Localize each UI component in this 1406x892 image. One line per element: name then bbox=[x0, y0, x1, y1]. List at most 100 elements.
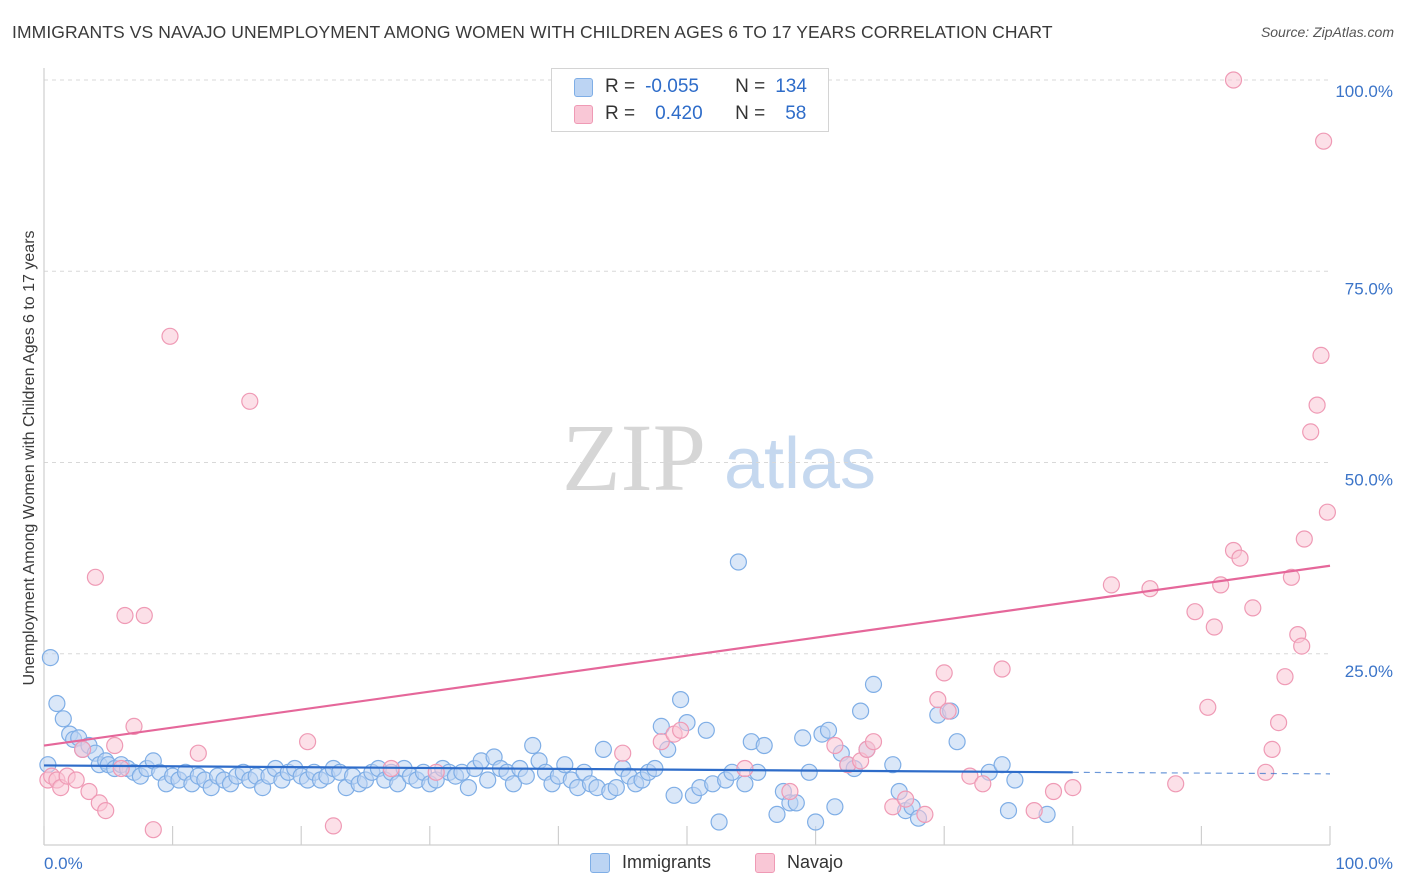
r-label: R = bbox=[605, 76, 636, 97]
immigrants-point bbox=[517, 767, 535, 785]
immigrants-point bbox=[556, 756, 574, 774]
immigrants-legend-label: Immigrants bbox=[622, 852, 712, 872]
immigrants-point bbox=[800, 763, 818, 781]
navajo-legend-swatch bbox=[755, 852, 775, 873]
navajo-point bbox=[427, 763, 445, 781]
navajo-point bbox=[916, 805, 934, 824]
y-tick-label: 50.0% bbox=[1345, 471, 1393, 490]
navajo-point bbox=[1314, 132, 1333, 150]
navajo-point bbox=[939, 702, 957, 720]
immigrants-point bbox=[794, 729, 812, 747]
legend-item-navajo: Navajo bbox=[755, 852, 843, 873]
immigrants-point bbox=[1006, 771, 1024, 789]
immigrants-point bbox=[607, 778, 625, 797]
navajo-point bbox=[1244, 599, 1262, 617]
r-label: R = bbox=[605, 103, 636, 124]
navajo-point bbox=[1295, 530, 1313, 548]
navajo-point bbox=[86, 568, 105, 586]
navajo-point bbox=[652, 733, 670, 751]
navajo-point bbox=[1282, 568, 1301, 586]
immigrants-point bbox=[755, 736, 773, 755]
immigrants-point bbox=[459, 778, 477, 797]
navajo-point bbox=[1293, 637, 1311, 655]
navajo-point bbox=[1199, 698, 1217, 716]
y-tick-label: 25.0% bbox=[1345, 662, 1393, 681]
navajo-point bbox=[1205, 618, 1223, 636]
navajo-point bbox=[993, 660, 1011, 678]
navajo-point bbox=[97, 801, 115, 820]
data-points bbox=[39, 71, 1337, 839]
navajo-point bbox=[896, 790, 915, 808]
navajo-n-value: 58 bbox=[785, 103, 807, 124]
immigrants-legend-swatch bbox=[590, 852, 610, 873]
navajo-point bbox=[736, 759, 754, 778]
immigrants-point bbox=[864, 675, 883, 694]
immigrants-n-value: 134 bbox=[775, 76, 807, 97]
navajo-point bbox=[884, 798, 902, 816]
navajo-point bbox=[1044, 782, 1063, 801]
navajo-point bbox=[1257, 763, 1275, 781]
navajo-point bbox=[189, 744, 207, 762]
navajo-point bbox=[112, 759, 130, 778]
gridlines bbox=[44, 79, 1330, 655]
navajo-point bbox=[1302, 423, 1320, 441]
immigrants-point bbox=[993, 756, 1011, 774]
legend-row-navajo: R = 0.420 N = 58 bbox=[574, 102, 806, 126]
source-credit: Source: ZipAtlas.com bbox=[1260, 24, 1394, 40]
watermark-zip: ZIP bbox=[562, 404, 706, 511]
immigrants-point bbox=[948, 733, 966, 751]
immigrants-point bbox=[479, 771, 497, 789]
watermark: ZIP atlas bbox=[562, 404, 876, 511]
immigrants-point bbox=[665, 786, 683, 804]
axes bbox=[43, 68, 1331, 846]
navajo-point bbox=[144, 821, 162, 839]
immigrants-trend-line bbox=[43, 764, 1073, 774]
immigrants-point bbox=[768, 805, 786, 824]
navajo-point bbox=[826, 736, 844, 755]
navajo-point bbox=[1308, 396, 1326, 414]
immigrants-point bbox=[710, 813, 728, 831]
navajo-legend-label: Navajo bbox=[787, 852, 844, 872]
immigrants-point bbox=[884, 756, 902, 774]
navajo-point bbox=[106, 736, 124, 755]
immigrants-point bbox=[999, 801, 1018, 820]
navajo-point bbox=[974, 775, 992, 793]
legend-item-immigrants: Immigrants bbox=[590, 852, 711, 873]
navajo-point bbox=[1312, 346, 1330, 364]
navajo-point bbox=[781, 782, 799, 801]
immigrants-point bbox=[54, 710, 72, 728]
navajo-point bbox=[1167, 775, 1185, 793]
immigrants-point bbox=[389, 775, 407, 793]
navajo-point bbox=[125, 717, 143, 736]
immigrants-point bbox=[826, 798, 844, 816]
navajo-point bbox=[671, 721, 690, 739]
navajo-trend-line bbox=[43, 564, 1331, 747]
immigrants-point bbox=[48, 694, 66, 713]
navajo-point bbox=[1102, 576, 1121, 594]
trend-lines bbox=[43, 564, 1331, 775]
immigrants-point bbox=[504, 775, 523, 793]
navajo-point bbox=[614, 744, 632, 762]
navajo-point bbox=[299, 733, 317, 751]
navajo-point bbox=[1064, 778, 1082, 797]
immigrants-swatch bbox=[574, 77, 593, 97]
navajo-point bbox=[80, 782, 98, 801]
navajo-point bbox=[324, 817, 342, 835]
navajo-point bbox=[1231, 549, 1249, 567]
navajo-point bbox=[73, 740, 92, 759]
immigrants-point bbox=[41, 648, 60, 667]
x-tick-label-max: 100.0% bbox=[1335, 854, 1393, 873]
navajo-swatch bbox=[574, 104, 593, 124]
navajo-point bbox=[1276, 668, 1294, 686]
navajo-point bbox=[864, 733, 883, 751]
immigrants-point bbox=[729, 553, 748, 571]
immigrants-point bbox=[806, 813, 825, 831]
navajo-point bbox=[67, 771, 85, 789]
navajo-point bbox=[1269, 713, 1288, 732]
x-tick-label-min: 0.0% bbox=[44, 854, 83, 873]
y-tick-label: 100.0% bbox=[1335, 82, 1393, 101]
navajo-point bbox=[929, 690, 947, 709]
navajo-point bbox=[135, 606, 153, 625]
immigrants-trend-extension bbox=[1072, 771, 1331, 775]
